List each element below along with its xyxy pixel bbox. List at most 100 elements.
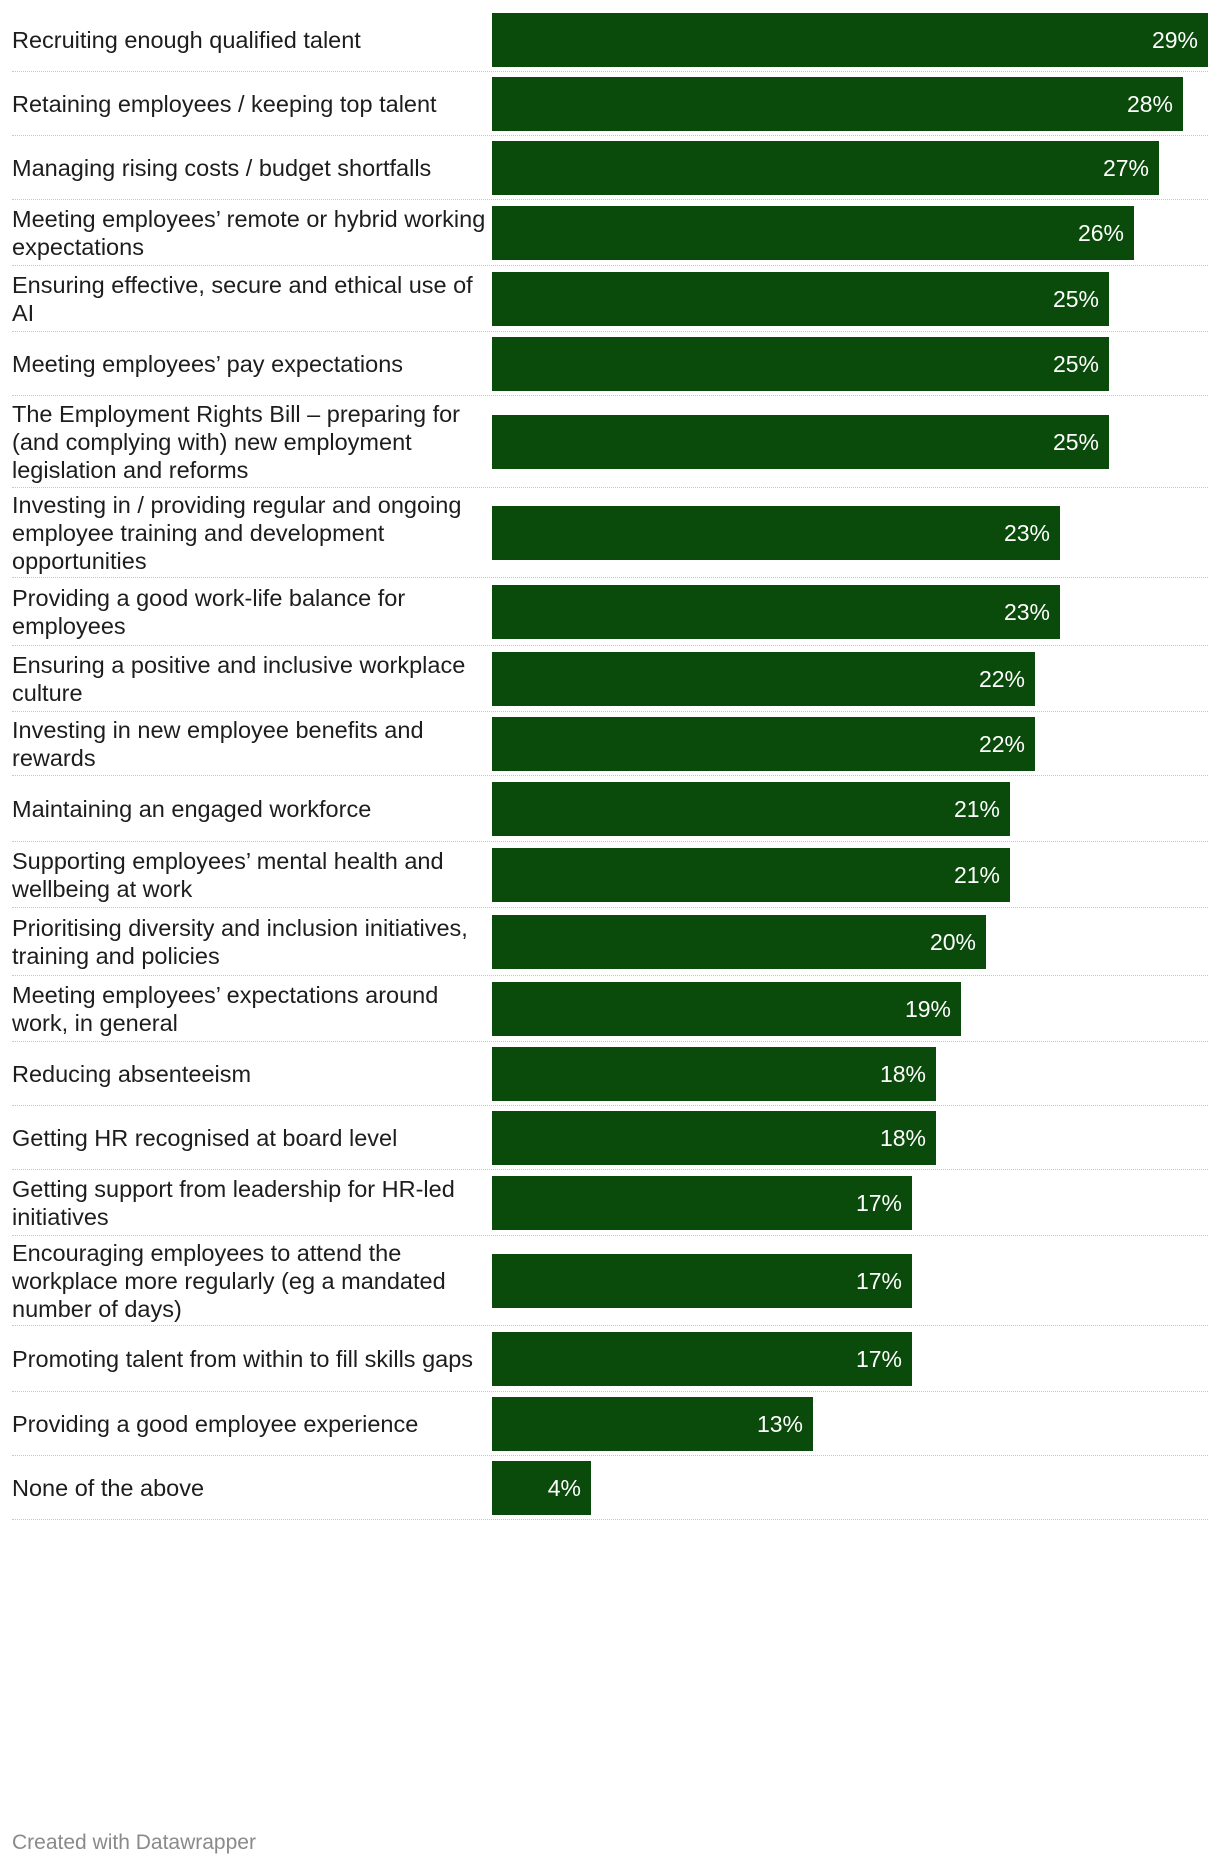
row-divider — [12, 1455, 1208, 1456]
bar: 23% — [492, 506, 1060, 560]
bar-row: Meeting employees’ remote or hybrid work… — [12, 200, 1208, 266]
category-label: Getting HR recognised at board level — [12, 1125, 398, 1151]
category-label: Maintaining an engaged workforce — [12, 796, 372, 822]
category-label: Investing in new employee benefits and r… — [12, 717, 424, 771]
row-divider — [12, 265, 1208, 266]
value-label: 25% — [1052, 351, 1099, 377]
category-label: Providing a good employee experience — [12, 1411, 419, 1437]
value-label: 22% — [978, 666, 1025, 692]
row-divider — [12, 577, 1208, 578]
bar: 27% — [492, 141, 1159, 195]
bar-row: Getting HR recognised at board level 18% — [12, 1106, 1208, 1170]
row-divider — [12, 841, 1208, 842]
category-label: Meeting employees’ pay expectations — [12, 351, 404, 377]
category-label: Prioritising diversity and inclusion ini… — [12, 915, 468, 969]
bar-row: The Employment Rights Bill – preparing f… — [12, 396, 1208, 488]
value-label: 21% — [953, 796, 1000, 822]
bar-row: Providing a good work-life balance for e… — [12, 578, 1208, 646]
value-label: 25% — [1052, 286, 1099, 312]
value-label: 20% — [929, 929, 976, 955]
bar-row: Investing in new employee benefits and r… — [12, 712, 1208, 776]
category-label: Supporting employees’ mental health and … — [12, 848, 444, 902]
bar-row: Meeting employees’ pay expectations 25% — [12, 332, 1208, 396]
row-divider — [12, 907, 1208, 908]
category-label: Reducing absenteeism — [12, 1061, 252, 1087]
category-label: Encouraging employees to attend the work… — [12, 1240, 446, 1322]
bar-row: Promoting talent from within to fill ski… — [12, 1326, 1208, 1392]
category-label: Ensuring effective, secure and ethical u… — [12, 272, 473, 326]
value-label: 28% — [1126, 91, 1173, 117]
category-label: Getting support from leadership for HR-l… — [12, 1176, 455, 1230]
row-divider — [12, 395, 1208, 396]
bar: 21% — [492, 848, 1010, 902]
value-label: 25% — [1052, 429, 1099, 455]
value-label: 17% — [855, 1268, 902, 1294]
row-divider — [12, 71, 1208, 72]
category-label: Investing in / providing regular and ong… — [12, 492, 462, 574]
value-label: 23% — [1003, 599, 1050, 625]
value-label: 29% — [1151, 27, 1198, 53]
row-divider — [12, 1519, 1208, 1520]
bar-row: Ensuring effective, secure and ethical u… — [12, 266, 1208, 332]
bar-row: Reducing absenteeism 18% — [12, 1042, 1208, 1106]
value-label: 19% — [904, 996, 951, 1022]
bar: 18% — [492, 1047, 936, 1101]
category-label: Promoting talent from within to fill ski… — [12, 1346, 474, 1372]
bar: 17% — [492, 1254, 912, 1308]
value-label: 26% — [1077, 220, 1124, 246]
row-divider — [12, 1169, 1208, 1170]
bar: 25% — [492, 272, 1109, 326]
bar-row: Investing in / providing regular and ong… — [12, 488, 1208, 578]
bar-row: Retaining employees / keeping top talent… — [12, 72, 1208, 136]
bar: 22% — [492, 717, 1035, 771]
bar-row: Encouraging employees to attend the work… — [12, 1236, 1208, 1326]
bar: 19% — [492, 982, 961, 1036]
value-label: 27% — [1102, 155, 1149, 181]
datawrapper-credit: Created with Datawrapper — [12, 1831, 256, 1854]
row-divider — [12, 1235, 1208, 1236]
bar-row: Supporting employees’ mental health and … — [12, 842, 1208, 908]
bar: 28% — [492, 77, 1183, 131]
row-divider — [12, 711, 1208, 712]
value-label: 23% — [1003, 520, 1050, 546]
bar: 25% — [492, 337, 1109, 391]
row-divider — [12, 135, 1208, 136]
bar: 23% — [492, 585, 1060, 639]
bar: 13% — [492, 1397, 813, 1451]
bar: 21% — [492, 782, 1010, 836]
category-label: Recruiting enough qualified talent — [12, 27, 361, 53]
value-label: 17% — [855, 1346, 902, 1372]
bar-row: Providing a good employee experience 13% — [12, 1392, 1208, 1456]
category-label: Meeting employees’ expectations around w… — [12, 982, 439, 1036]
bar: 26% — [492, 206, 1134, 260]
bar: 4% — [492, 1461, 591, 1515]
category-label: The Employment Rights Bill – preparing f… — [12, 401, 461, 483]
category-label: Retaining employees / keeping top talent — [12, 91, 437, 117]
bar-row: Maintaining an engaged workforce 21% — [12, 776, 1208, 842]
bar: 22% — [492, 652, 1035, 706]
bar: 18% — [492, 1111, 936, 1165]
category-label: Providing a good work-life balance for e… — [12, 585, 406, 639]
row-divider — [12, 331, 1208, 332]
category-label: Ensuring a positive and inclusive workpl… — [12, 652, 466, 706]
value-label: 4% — [547, 1475, 581, 1501]
row-divider — [12, 487, 1208, 488]
row-divider — [12, 1325, 1208, 1326]
bar-row: Prioritising diversity and inclusion ini… — [12, 908, 1208, 976]
bar: 17% — [492, 1176, 912, 1230]
value-label: 18% — [879, 1061, 926, 1087]
row-divider — [12, 1391, 1208, 1392]
bar-row: Ensuring a positive and inclusive workpl… — [12, 646, 1208, 712]
row-divider — [12, 199, 1208, 200]
row-divider — [12, 975, 1208, 976]
bar-row: Getting support from leadership for HR-l… — [12, 1170, 1208, 1236]
category-label: Managing rising costs / budget shortfall… — [12, 155, 432, 181]
value-label: 21% — [953, 862, 1000, 888]
value-label: 18% — [879, 1125, 926, 1151]
value-label: 17% — [855, 1190, 902, 1216]
bar-row: Recruiting enough qualified talent 29% — [12, 8, 1208, 72]
bar-row: Meeting employees’ expectations around w… — [12, 976, 1208, 1042]
category-label: None of the above — [12, 1475, 205, 1501]
value-label: 13% — [756, 1411, 803, 1437]
